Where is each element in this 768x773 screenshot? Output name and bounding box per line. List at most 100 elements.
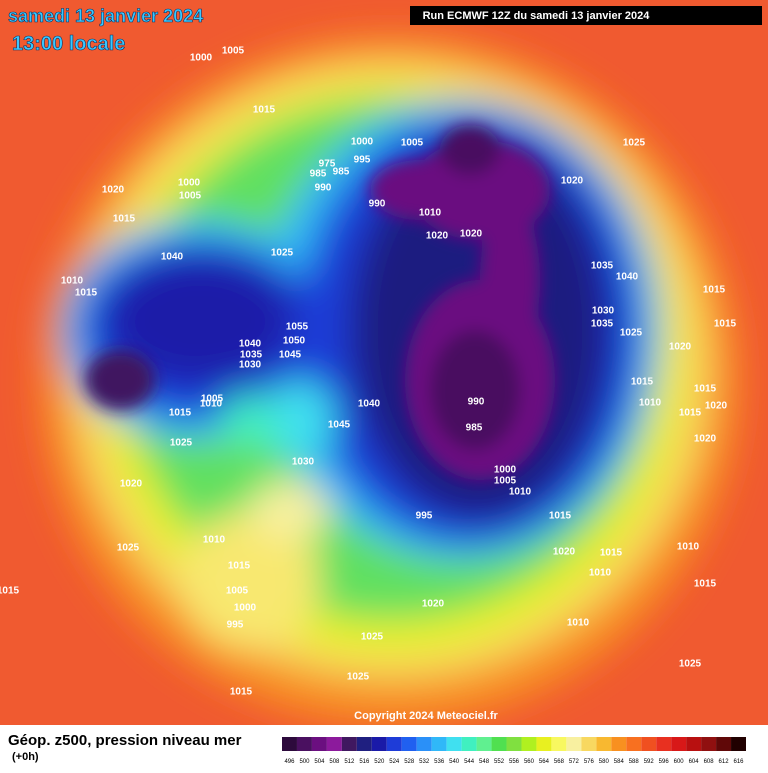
isobar-label: 1020 <box>460 229 483 240</box>
isobar-label: 1035 <box>591 319 614 330</box>
isobar-label: 1020 <box>120 479 143 490</box>
isobar-label: 1020 <box>426 231 449 242</box>
legend-label: 532 <box>419 759 430 765</box>
run-box <box>410 6 762 25</box>
map-time: 13:00 locale <box>12 33 125 55</box>
isobar-label: 1010 <box>61 276 84 287</box>
legend-label: 516 <box>359 759 370 765</box>
legend-label: 600 <box>674 759 685 765</box>
legend-swatch <box>461 737 477 751</box>
legend-swatch <box>701 737 717 751</box>
isobar-label: 1025 <box>620 328 643 339</box>
legend-swatch <box>731 737 746 751</box>
legend-label: 548 <box>479 759 490 765</box>
legend-label: 544 <box>464 759 475 765</box>
isobar-label: 1015 <box>169 408 192 419</box>
legend-swatch <box>326 737 342 751</box>
isobar-label: 1015 <box>230 687 253 698</box>
isobar-label: 1025 <box>117 543 140 554</box>
isobar-label: 1000 <box>351 137 374 148</box>
legend-swatch <box>671 737 687 751</box>
legend-label: 604 <box>689 759 700 765</box>
legend-label: 572 <box>569 759 580 765</box>
legend-swatch <box>311 737 327 751</box>
isobar-label: 1015 <box>253 105 276 116</box>
isobar-label: 1025 <box>679 659 702 670</box>
isobar-label: 1005 <box>201 394 224 405</box>
isobar-label: 990 <box>315 183 332 194</box>
copyright: Copyright 2024 Meteociel.fr <box>354 710 498 722</box>
isobar-label: 1010 <box>567 618 590 629</box>
legend-label: 612 <box>719 759 730 765</box>
isobar-label: 1010 <box>589 568 612 579</box>
isobar-label: 1020 <box>705 401 728 412</box>
isobar-label: 1010 <box>677 542 700 553</box>
isobar-label: 1020 <box>553 547 576 558</box>
isobar-label: 1000 <box>178 178 201 189</box>
isobar-label: 1015 <box>549 511 572 522</box>
isobar-label: 1010 <box>203 535 226 546</box>
legend-label: 512 <box>344 759 355 765</box>
isobar-label: 1005 <box>226 586 249 597</box>
isobar-label: 1015 <box>113 214 136 225</box>
legend-label: 568 <box>554 759 565 765</box>
legend-swatch <box>611 737 627 751</box>
isobar-label: 1010 <box>639 398 662 409</box>
legend-label: 560 <box>524 759 535 765</box>
isobar-label: 975 <box>319 159 336 170</box>
legend: 496 500 504 508 512 516 520 524 528 532 536 540 544 5… <box>282 737 746 765</box>
isobar-label: 1025 <box>271 248 294 259</box>
legend-swatch <box>476 737 492 751</box>
legend-swatch <box>446 737 462 751</box>
isobar-label: 995 <box>354 155 371 166</box>
legend-label: 500 <box>299 759 310 765</box>
legend-swatch <box>536 737 552 751</box>
legend-label: 616 <box>734 759 745 765</box>
isobar-label: 995 <box>227 620 244 631</box>
isobar-label: 1040 <box>239 339 262 350</box>
isobar-label: 1025 <box>623 138 646 149</box>
isobar-label: 1020 <box>422 599 445 610</box>
legend-label: 524 <box>389 759 400 765</box>
legend-swatch <box>341 737 357 751</box>
legend-label: 552 <box>494 759 505 765</box>
isobar-label: 1005 <box>222 46 245 57</box>
isobar-label: 1020 <box>669 342 692 353</box>
legend-swatch <box>551 737 567 751</box>
legend-label: 564 <box>539 759 550 765</box>
isobar-label: 1035 <box>591 261 614 272</box>
legend-label: 504 <box>314 759 325 765</box>
isobar-label: 1015 <box>714 319 737 330</box>
legend-swatch <box>626 737 642 751</box>
isobar-label: 1015 <box>0 586 20 597</box>
legend-swatch <box>521 737 537 751</box>
isobar-label: 1010 <box>200 399 223 410</box>
isobar-label: 1015 <box>679 408 702 419</box>
legend-label: 556 <box>509 759 520 765</box>
isobar-label: 1035 <box>240 350 263 361</box>
isobar-label: 1030 <box>592 306 615 317</box>
legend-label: 580 <box>599 759 610 765</box>
legend-swatch <box>566 737 582 751</box>
legend-swatch <box>596 737 612 751</box>
legend-label: 496 <box>284 759 295 765</box>
isobar-label: 985 <box>310 169 327 180</box>
isobar-label: 1045 <box>328 420 351 431</box>
isobar-label: 1055 <box>286 322 309 333</box>
legend-label: 536 <box>434 759 445 765</box>
legend-label: 576 <box>584 759 595 765</box>
isobar-label: 1015 <box>600 548 623 559</box>
legend-label: 540 <box>449 759 460 765</box>
legend-swatch <box>641 737 657 751</box>
isobar-label: 990 <box>369 199 386 210</box>
legend-swatch <box>371 737 387 751</box>
isobar-label: 1005 <box>179 191 202 202</box>
isobar-label: 1025 <box>361 632 384 643</box>
map-title: samedi 13 janvier 2024 <box>8 6 203 26</box>
legend-label: 520 <box>374 759 385 765</box>
legend-swatch <box>431 737 447 751</box>
legend-swatch <box>386 737 402 751</box>
isobar-labels: 1005100010151020101510051000995990985975… <box>0 46 737 698</box>
isobar-label: 1015 <box>75 288 98 299</box>
